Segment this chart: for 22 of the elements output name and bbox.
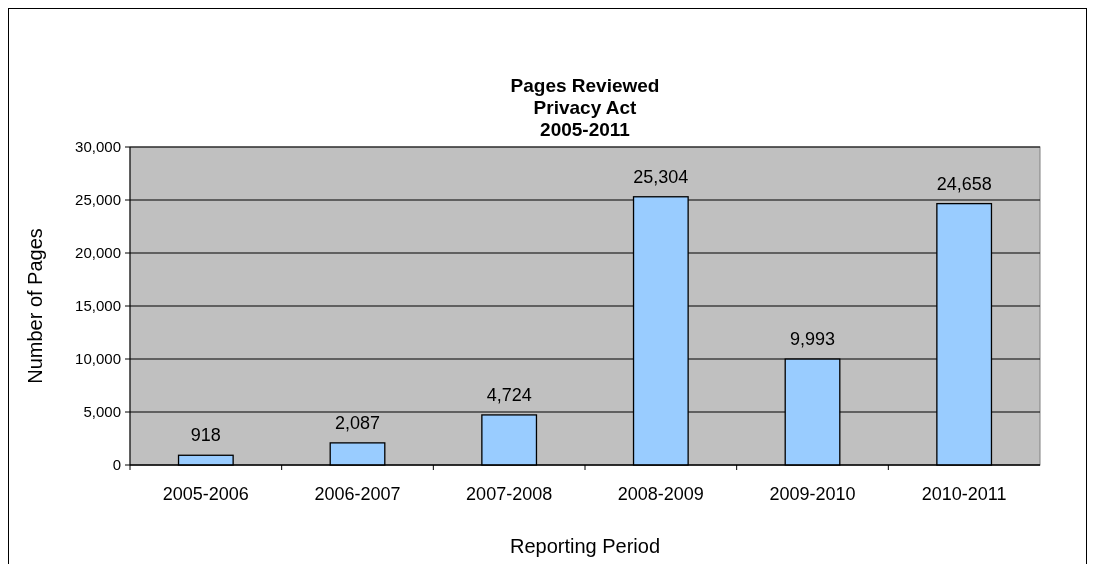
y-tick-label: 0 [112,456,121,474]
x-tick-label: 2007-2008 [466,484,553,504]
x-tick-label: 2005-2006 [162,484,249,504]
y-tick-label: 15,000 [75,297,121,315]
data-label: 918 [190,425,221,446]
data-label: 9,993 [789,329,836,350]
chart-title: Pages Reviewed Privacy Act 2005-2011 [510,75,660,140]
data-label: 4,724 [486,384,532,405]
x-tick-label: 2008-2009 [617,484,704,504]
x-tick-label: 2009-2010 [769,484,856,504]
y-tick-label: 30,000 [75,138,121,156]
data-label: 24,658 [936,173,992,194]
y-axis-title: Number of Pages [24,228,46,384]
y-tick-label: 10,000 [75,350,121,368]
y-tick-label: 20,000 [75,244,121,262]
y-tick-label: 5,000 [83,403,121,421]
x-tick-label: 2006-2007 [314,484,401,504]
x-tick-label: 2010-2011 [921,484,1007,504]
x-axis-title: Reporting Period [509,535,661,557]
y-tick-label: 25,000 [75,191,121,209]
data-label: 2,087 [334,412,381,433]
data-label: 25,304 [633,166,689,187]
